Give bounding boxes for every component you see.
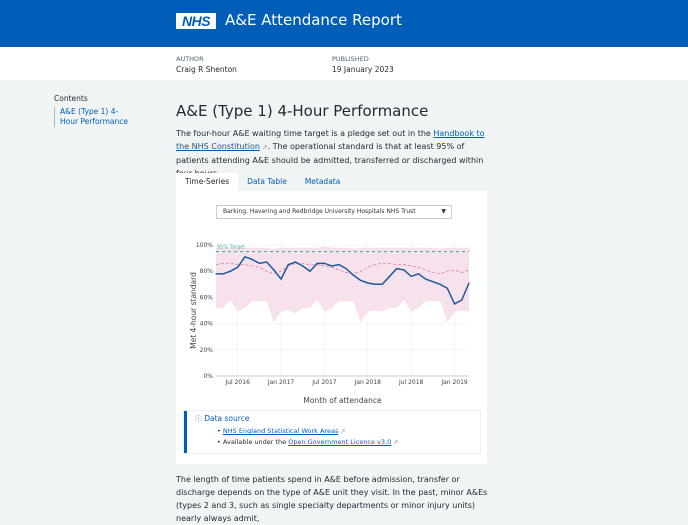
info-icon: ⓘ xyxy=(195,415,205,423)
site-header: NHS A&E Attendance Report xyxy=(0,0,688,47)
data-point xyxy=(287,264,289,266)
trust-select-value: Barking, Havering and Redbridge Universi… xyxy=(223,208,416,215)
author-value: Craig R Shenton xyxy=(176,65,237,74)
time-series-chart: 0% 20% 40% 60% 80% 100% 95% Target Jul 2016 Jan … xyxy=(189,242,470,405)
data-point xyxy=(468,282,470,284)
median-line xyxy=(215,262,470,275)
toc-item-performance[interactable]: A&E (Type 1) 4-Hour Performance xyxy=(54,107,134,127)
data-point xyxy=(258,262,260,264)
x-tick-label: Jul 2017 xyxy=(311,379,337,386)
licence-text: Available under the xyxy=(222,438,289,446)
source-item-2: • Available under the Open Government Li… xyxy=(217,438,399,446)
data-point xyxy=(446,287,448,289)
data-point xyxy=(345,267,347,270)
chart-panel: Barking, Havering and Redbridge Universi… xyxy=(176,191,487,464)
tab-data-table[interactable]: Data Table xyxy=(247,177,287,186)
external-link-icon: ↗ xyxy=(262,144,268,151)
data-point xyxy=(251,258,253,261)
data-point xyxy=(273,269,275,271)
trust-select[interactable]: Barking, Havering and Redbridge Universi… xyxy=(216,205,452,219)
x-tick-label: Jan 2017 xyxy=(267,379,295,386)
y-tick-label: 20% xyxy=(200,347,214,354)
nhs-logo[interactable]: NHS xyxy=(176,13,216,29)
chart-tabs: Time-Series Data Table Metadata xyxy=(176,173,349,191)
x-tick-label: Jan 2018 xyxy=(354,379,382,386)
app-title: A&E Attendance Report xyxy=(225,11,402,29)
x-tick-label: Jul 2016 xyxy=(224,379,250,386)
y-tick-label: 40% xyxy=(200,321,214,328)
data-point xyxy=(229,270,232,272)
report-meta: AUTHOR Craig R Shenton PUBLISHED 19 Janu… xyxy=(0,47,688,80)
target-label: 95% Target xyxy=(217,245,245,251)
data-source-heading: ⓘ Data source xyxy=(195,414,249,424)
data-point xyxy=(316,262,318,264)
x-tick-label: Jan 2019 xyxy=(440,379,468,386)
data-point xyxy=(374,283,376,285)
tab-time-series[interactable]: Time-Series xyxy=(176,173,239,191)
data-point xyxy=(359,279,362,281)
performance-line xyxy=(216,255,470,305)
nhs-stats-link[interactable]: NHS England Statistical Work Areas xyxy=(222,427,339,435)
page-title: A&E (Type 1) 4-Hour Performance xyxy=(176,102,429,120)
data-source-title: Data source xyxy=(204,414,250,423)
data-point xyxy=(461,299,463,301)
handbook-link[interactable]: Handbook to the NHS Constitution xyxy=(176,129,485,151)
variation-band xyxy=(216,246,469,323)
author-label: AUTHOR xyxy=(176,55,204,63)
data-point xyxy=(237,266,239,268)
data-point xyxy=(215,273,217,275)
dropdown-arrow-icon: ▼ xyxy=(441,208,446,215)
ogl-link[interactable]: Open Government Licence v3.0 xyxy=(288,438,392,446)
data-point xyxy=(338,264,340,266)
tab-metadata[interactable]: Metadata xyxy=(304,177,341,186)
data-point xyxy=(388,275,391,278)
toc-heading: Contents xyxy=(54,94,88,103)
y-tick-label: 60% xyxy=(200,294,214,301)
external-link-icon: ↗ xyxy=(393,439,399,446)
data-point xyxy=(410,275,412,278)
published-label: PUBLISHED xyxy=(332,55,369,63)
data-point xyxy=(381,283,383,285)
data-point xyxy=(432,281,434,283)
data-point xyxy=(396,267,398,270)
data-point xyxy=(244,256,246,258)
data-point xyxy=(417,273,419,275)
data-point xyxy=(453,303,456,305)
y-axis-title: Met 4-hour standard xyxy=(189,272,198,349)
intro-text: The four-hour A&E waiting time target is… xyxy=(176,129,434,138)
data-point xyxy=(309,270,311,272)
data-point xyxy=(302,265,304,267)
y-tick-label: 0% xyxy=(203,373,213,380)
data-point xyxy=(331,265,333,267)
y-tick-label: 80% xyxy=(200,268,214,275)
data-point xyxy=(403,269,405,271)
y-tick-label: 100% xyxy=(196,242,213,249)
external-link-icon: ↗ xyxy=(340,428,346,435)
data-point xyxy=(439,283,441,285)
data-point xyxy=(266,261,268,263)
data-point xyxy=(425,278,427,280)
published-value: 19 January 2023 xyxy=(332,65,394,74)
data-source-box: ⓘ Data source • NHS England Statistical … xyxy=(184,411,480,453)
source-item-1: • NHS England Statistical Work Areas ↗ xyxy=(217,427,346,435)
x-tick-label: Jul 2018 xyxy=(398,379,424,386)
data-point xyxy=(352,274,354,276)
data-point xyxy=(294,261,297,263)
data-point xyxy=(280,278,282,280)
data-point xyxy=(367,282,369,284)
x-axis-title: Month of attendance xyxy=(303,396,382,405)
data-point xyxy=(222,273,224,275)
body-paragraph: The length of time patients spend in A&E… xyxy=(176,475,488,523)
data-point xyxy=(323,262,326,264)
